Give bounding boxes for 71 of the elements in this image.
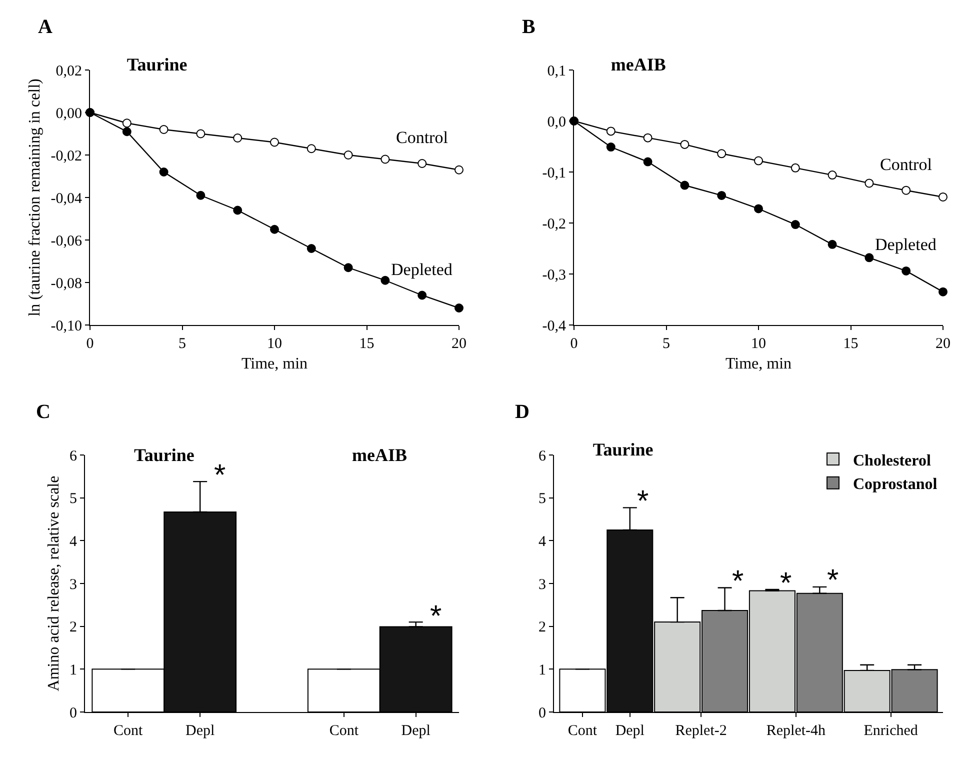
legend-label: Coprostanol <box>853 476 938 494</box>
x-axis-title: Time, min <box>241 356 308 373</box>
y-tick-label: -0,02 <box>50 148 82 164</box>
data-label: * <box>214 459 226 492</box>
x-tick-label: 15 <box>843 336 858 352</box>
y-tick-label: -0,3 <box>542 267 566 284</box>
y-tick-label: 6 <box>70 448 78 464</box>
y-tick-label: -0,10 <box>50 318 82 334</box>
chart-title: Taurine <box>592 440 654 460</box>
text: B <box>522 16 536 38</box>
y-tick-label: -0,08 <box>50 276 82 292</box>
x-axis-title: Time, min <box>725 356 792 373</box>
y-tick-label: 4 <box>70 534 78 550</box>
y-tick-label: -0,4 <box>542 318 566 334</box>
x-tick-label: Depl <box>401 723 430 739</box>
y-tick-label: 2 <box>538 620 546 636</box>
y-tick-label: 0 <box>538 705 546 722</box>
y-tick-label: -0,1 <box>542 165 566 182</box>
chart-title: meAIB <box>610 54 666 75</box>
x-tick-label: 20 <box>936 336 950 352</box>
data-label: * <box>780 567 792 600</box>
y-tick-label: 0,02 <box>56 63 82 80</box>
text: C <box>36 401 50 423</box>
x-tick-label: Cont <box>329 723 360 739</box>
y-tick-label: 5 <box>538 491 546 508</box>
x-tick-label: 10 <box>267 336 282 352</box>
y-axis-title: ln (taurine fraction remaining in cell) <box>26 78 44 316</box>
legend-label: Cholesterol <box>853 452 932 470</box>
x-tick-label: Depl <box>185 723 215 739</box>
x-tick-label: Cont <box>568 723 598 739</box>
x-tick-label: 0 <box>570 336 578 352</box>
y-tick-label: 3 <box>538 576 546 593</box>
series-label: Control <box>396 128 448 147</box>
y-tick-label: 0,00 <box>56 106 82 122</box>
annotation: Taurine <box>134 445 194 465</box>
data-label: * <box>827 564 839 597</box>
text: A <box>38 16 53 38</box>
x-tick-label: Cont <box>114 723 144 739</box>
x-tick-label: 5 <box>178 336 186 352</box>
x-tick-label: 0 <box>86 336 94 352</box>
x-tick-label: 10 <box>751 336 766 352</box>
y-tick-label: 1 <box>70 662 77 678</box>
y-tick-label: 0,1 <box>547 63 566 80</box>
series-label: Depleted <box>391 260 453 279</box>
y-tick-label: 2 <box>70 620 77 636</box>
series-label: Control <box>880 155 932 174</box>
x-tick-label: Replet-4h <box>766 723 826 739</box>
x-tick-label: Replet-2 <box>675 723 727 739</box>
y-tick-label: -0,04 <box>50 190 82 207</box>
chart-title: Taurine <box>126 54 188 75</box>
y-tick-label: 4 <box>538 534 546 550</box>
y-tick-label: 3 <box>70 576 77 593</box>
series-label: Depleted <box>875 235 937 254</box>
y-tick-label: 5 <box>70 491 77 508</box>
y-tick-label: 1 <box>538 662 546 678</box>
data-label: * <box>637 485 649 518</box>
x-tick-label: Depl <box>615 723 644 739</box>
x-tick-label: 5 <box>662 336 670 352</box>
data-label: * <box>430 600 442 633</box>
y-tick-label: 0,0 <box>547 114 566 130</box>
y-axis-title: Amino acid release, relative scale <box>45 476 62 692</box>
x-tick-label: 15 <box>359 336 374 352</box>
x-tick-label: 20 <box>452 336 466 352</box>
text: D <box>515 401 530 423</box>
x-tick-label: Enriched <box>864 723 918 739</box>
y-tick-label: 6 <box>538 448 546 464</box>
y-tick-label: -0,06 <box>50 233 82 250</box>
y-tick-label: -0,2 <box>542 216 566 232</box>
y-tick-label: 0 <box>70 705 77 722</box>
data-label: * <box>732 565 744 598</box>
annotation: meAIB <box>352 445 407 465</box>
